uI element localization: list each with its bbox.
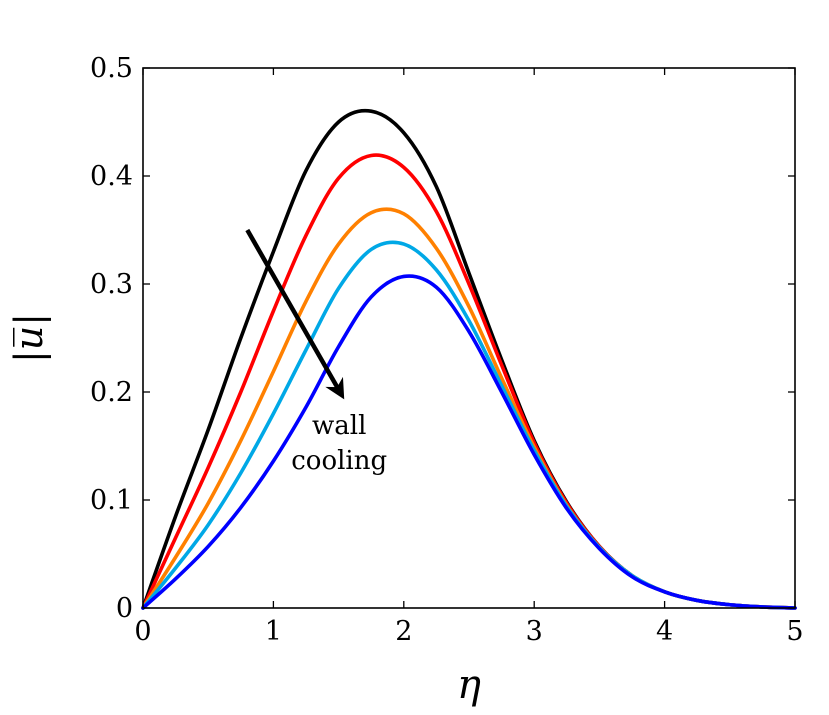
series-layer <box>141 108 797 610</box>
series-line <box>141 274 797 610</box>
y-axis-label: |u̅| <box>7 313 51 363</box>
y-tick-label: 0.1 <box>90 485 133 516</box>
series-line <box>141 108 797 610</box>
annotation-arrow <box>245 228 345 400</box>
tick-layer: 0 1 2 3 4 5 0 0.1 0.2 0.3 0.4 0.5 <box>90 53 804 647</box>
series-line <box>141 240 797 610</box>
x-tick-label: 0 <box>134 616 151 647</box>
y-tick-label: 0.2 <box>90 377 133 408</box>
y-tick-label: 0.4 <box>90 161 133 192</box>
annotation-layer: wall cooling <box>245 228 387 476</box>
x-tick-label: 5 <box>786 616 803 647</box>
annotation-text: wall <box>312 411 366 441</box>
series-line <box>141 153 797 610</box>
x-tick-label: 4 <box>656 616 673 647</box>
x-tick-label: 3 <box>526 616 543 647</box>
x-tick-label: 2 <box>395 616 412 647</box>
y-tick-label: 0.3 <box>90 269 133 300</box>
plot-frame <box>142 67 796 609</box>
annotation-text: cooling <box>291 446 387 476</box>
x-tick-label: 1 <box>265 616 282 647</box>
y-tick-label: 0 <box>116 593 133 624</box>
y-tick-label: 0.5 <box>90 53 133 84</box>
x-axis-label: η <box>457 662 481 708</box>
